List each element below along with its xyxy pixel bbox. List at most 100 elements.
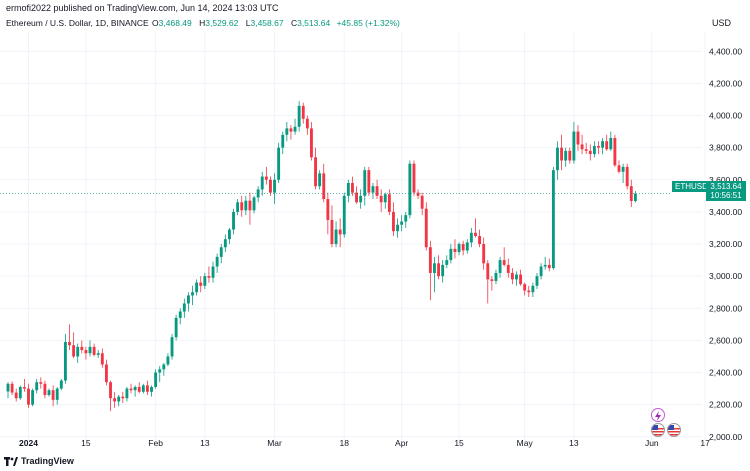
tradingview-logo-icon bbox=[4, 456, 18, 466]
candle-body bbox=[392, 211, 395, 232]
symbol-name: Ethereum / U.S. Dollar, 1D, BINANCE bbox=[6, 18, 149, 28]
x-tick-label: 13 bbox=[200, 438, 210, 448]
candle-body bbox=[84, 350, 88, 354]
candle-body bbox=[191, 292, 194, 296]
candle-body bbox=[141, 385, 145, 392]
y-tick-label: 2,000.00 bbox=[709, 432, 742, 442]
candle-body bbox=[387, 194, 391, 212]
candles bbox=[6, 101, 637, 412]
candle-body bbox=[121, 396, 125, 399]
open-value: 3,468.49 bbox=[158, 18, 192, 28]
us-flag-event-icon-2[interactable] bbox=[667, 423, 681, 437]
candle-body bbox=[338, 229, 342, 235]
candle-body bbox=[31, 390, 35, 405]
candle-body bbox=[486, 263, 490, 280]
us-flag-event-icon[interactable] bbox=[651, 423, 665, 437]
candle-body bbox=[310, 128, 313, 158]
candle-body bbox=[375, 186, 379, 196]
candle-body bbox=[342, 195, 346, 235]
candle-body bbox=[420, 195, 424, 209]
candle-body bbox=[515, 274, 518, 280]
candle-body bbox=[129, 388, 133, 391]
candle-body bbox=[547, 264, 551, 269]
candle-body bbox=[523, 284, 527, 291]
footer-brand[interactable]: TradingView bbox=[4, 456, 74, 466]
y-tick-label: 3,400.00 bbox=[709, 207, 742, 217]
candle-body bbox=[560, 147, 564, 161]
candle-body bbox=[539, 266, 543, 277]
candle-body bbox=[359, 195, 363, 203]
y-tick-label: 3,800.00 bbox=[709, 143, 742, 153]
low-label: L bbox=[245, 18, 251, 28]
x-tick-label: 17 bbox=[700, 438, 710, 448]
candle-body bbox=[318, 173, 322, 187]
x-tick-label: 2024 bbox=[19, 438, 38, 448]
lightning-event-icon[interactable] bbox=[651, 408, 665, 422]
x-tick-label: 18 bbox=[340, 438, 350, 448]
candle-body bbox=[330, 219, 334, 245]
close-value: 3,513.64 bbox=[297, 18, 331, 28]
candle-body bbox=[568, 150, 572, 161]
change-value: +45.85 (+1.32%) bbox=[336, 18, 400, 28]
candle-body bbox=[96, 353, 100, 355]
candle-body bbox=[519, 274, 523, 285]
candle-body bbox=[597, 146, 600, 148]
candle-body bbox=[174, 317, 178, 338]
candle-body bbox=[162, 364, 166, 370]
candle-body bbox=[59, 380, 63, 389]
candle-body bbox=[502, 260, 506, 265]
y-tick-label: 3,200.00 bbox=[709, 239, 742, 249]
candle-body bbox=[68, 342, 71, 346]
candle-body bbox=[322, 173, 326, 200]
candle-body bbox=[490, 279, 494, 281]
candle-body bbox=[145, 385, 149, 392]
y-axis-labels: 2,000.00 2,200.00 2,400.00 2,600.00 2,800.00… bbox=[709, 46, 742, 442]
candle-body bbox=[109, 382, 112, 399]
candle-body bbox=[104, 364, 108, 383]
y-tick-label: 3,600.00 bbox=[709, 175, 742, 185]
candle-body bbox=[510, 272, 514, 280]
candle-body bbox=[527, 290, 531, 293]
candle-body bbox=[195, 282, 199, 293]
publish-caption: ermofi2022 published on TradingView.com,… bbox=[6, 3, 279, 13]
candle-body bbox=[617, 165, 621, 172]
candle-body bbox=[314, 157, 317, 187]
symbol-legend: Ethereum / U.S. Dollar, 1D, BINANCE O3,4… bbox=[6, 18, 404, 28]
candle-body bbox=[219, 247, 223, 257]
candle-body bbox=[137, 386, 141, 392]
candle-body bbox=[6, 383, 10, 392]
candle-body bbox=[506, 264, 510, 273]
candle-body bbox=[100, 353, 104, 365]
x-tick-label: Jun bbox=[645, 438, 659, 448]
candle-body bbox=[625, 166, 629, 187]
candle-body bbox=[633, 193, 637, 201]
candle-body bbox=[305, 118, 309, 129]
candle-body bbox=[367, 170, 371, 193]
candle-body bbox=[158, 369, 162, 373]
y-tick-label: 4,000.00 bbox=[709, 111, 742, 121]
candle-body bbox=[92, 346, 96, 355]
candle-body bbox=[326, 199, 330, 220]
candle-body bbox=[47, 390, 51, 396]
candle-body bbox=[461, 244, 465, 251]
low-value: 3,458.67 bbox=[250, 18, 284, 28]
candle-body bbox=[232, 211, 235, 230]
candle-body bbox=[178, 311, 182, 318]
candle-body bbox=[478, 236, 482, 245]
candle-body bbox=[35, 382, 39, 391]
price-tag-value: 3,513.64 bbox=[710, 182, 742, 191]
candle-body bbox=[252, 197, 256, 211]
candle-body bbox=[43, 383, 47, 396]
x-tick-label: 15 bbox=[454, 438, 464, 448]
x-axis-labels: 2024 15 Feb 13 Mar 18 Apr 15 May 13 Jun 17 bbox=[19, 438, 710, 448]
candle-body bbox=[433, 263, 436, 273]
y-tick-label: 2,600.00 bbox=[709, 335, 742, 345]
candle-body bbox=[580, 144, 584, 150]
candle-body bbox=[273, 179, 276, 193]
candle-body bbox=[14, 392, 18, 399]
candle-body bbox=[154, 372, 158, 387]
candle-body bbox=[351, 182, 354, 193]
candle-body bbox=[236, 202, 240, 212]
candle-body bbox=[449, 248, 453, 261]
